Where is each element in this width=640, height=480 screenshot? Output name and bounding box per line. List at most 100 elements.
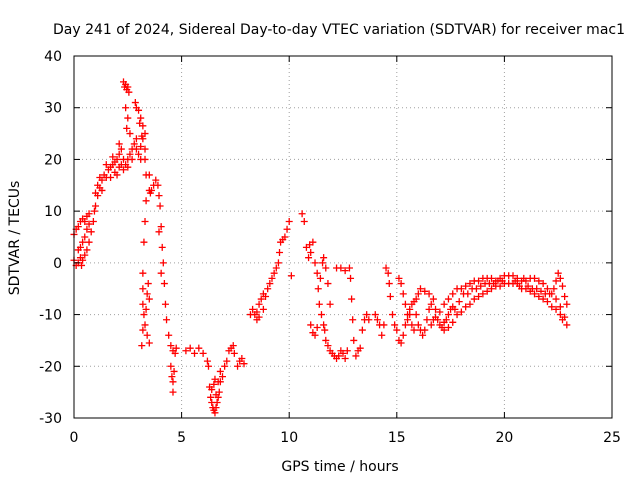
data-point (416, 285, 424, 293)
data-point (321, 326, 329, 334)
data-point (113, 155, 121, 163)
data-point (249, 305, 257, 313)
data-point (322, 264, 330, 272)
data-point (81, 217, 89, 225)
data-point (339, 349, 347, 357)
data-point (554, 269, 562, 277)
data-point (230, 349, 238, 357)
data-point (266, 280, 274, 288)
data-point (548, 303, 556, 311)
data-point (138, 342, 146, 350)
data-point (399, 290, 407, 298)
data-point (126, 150, 134, 158)
data-point (218, 373, 226, 381)
data-point (356, 344, 364, 352)
data-point (141, 145, 149, 153)
data-point (350, 336, 358, 344)
data-point (141, 217, 149, 225)
data-point (122, 104, 130, 112)
data-point (466, 280, 474, 288)
data-point (531, 290, 539, 298)
data-point (137, 143, 145, 150)
data-point (348, 295, 356, 303)
data-point (234, 362, 242, 370)
data-point (113, 171, 121, 179)
data-point (442, 316, 450, 324)
data-point (211, 375, 219, 383)
y-tick-label: 10 (44, 204, 62, 220)
data-point (268, 274, 276, 282)
data-point (156, 202, 164, 210)
data-point (423, 316, 431, 324)
data-point (349, 316, 357, 324)
data-point (212, 404, 220, 412)
y-tick-label: -20 (39, 359, 62, 375)
data-point (395, 274, 403, 282)
data-point (326, 300, 334, 308)
data-point (337, 264, 345, 272)
data-point (378, 331, 386, 339)
data-point (515, 282, 523, 290)
y-tick-label: -30 (39, 411, 62, 427)
axis-ticks (73, 55, 613, 419)
data-point (135, 150, 143, 158)
data-point (154, 181, 162, 189)
data-point (132, 135, 140, 143)
data-point (141, 321, 149, 329)
data-point (124, 114, 132, 122)
data-point (543, 285, 551, 293)
data-point (115, 150, 123, 158)
data-point (203, 357, 211, 365)
data-point (561, 292, 569, 300)
data-point (384, 269, 392, 277)
data-point (425, 290, 433, 298)
data-point (143, 290, 151, 298)
data-point (313, 269, 321, 277)
y-axis-label: SDTVAR / TECUs (7, 181, 23, 296)
data-point (419, 331, 427, 339)
data-point (172, 344, 180, 352)
data-point (221, 362, 229, 370)
data-point (85, 238, 93, 246)
data-point (102, 161, 110, 169)
data-point (314, 285, 322, 293)
data-point (455, 298, 463, 306)
data-point (401, 321, 409, 329)
data-point (274, 259, 282, 267)
data-point (440, 326, 448, 334)
data-point (483, 287, 491, 295)
data-point (210, 380, 218, 388)
data-point (365, 316, 373, 324)
data-point (444, 295, 452, 303)
data-point (167, 342, 175, 350)
data-point (186, 344, 194, 352)
data-point (147, 186, 155, 194)
data-point (479, 290, 487, 298)
data-point (352, 352, 360, 360)
data-point (457, 308, 465, 316)
data-point (79, 256, 87, 264)
data-point (255, 313, 263, 321)
data-point (401, 300, 409, 308)
data-point (287, 272, 295, 280)
data-point (253, 308, 261, 316)
data-point (412, 295, 420, 303)
y-tick-label: 0 (53, 256, 62, 272)
data-point (391, 321, 399, 329)
data-point (345, 264, 353, 272)
data-point (119, 166, 127, 174)
data-point (142, 197, 150, 205)
data-point (559, 316, 567, 324)
data-point (307, 249, 315, 257)
data-point (124, 163, 132, 171)
data-point (556, 311, 564, 319)
data-point (320, 321, 328, 329)
data-point (79, 238, 87, 246)
data-point (167, 362, 175, 370)
data-point (324, 280, 332, 288)
data-point (229, 342, 237, 350)
x-tick-label: 25 (603, 430, 621, 446)
data-point (462, 303, 470, 311)
data-point (406, 305, 414, 313)
chart-title: Day 241 of 2024, Sidereal Day-to-day VTE… (53, 22, 625, 38)
